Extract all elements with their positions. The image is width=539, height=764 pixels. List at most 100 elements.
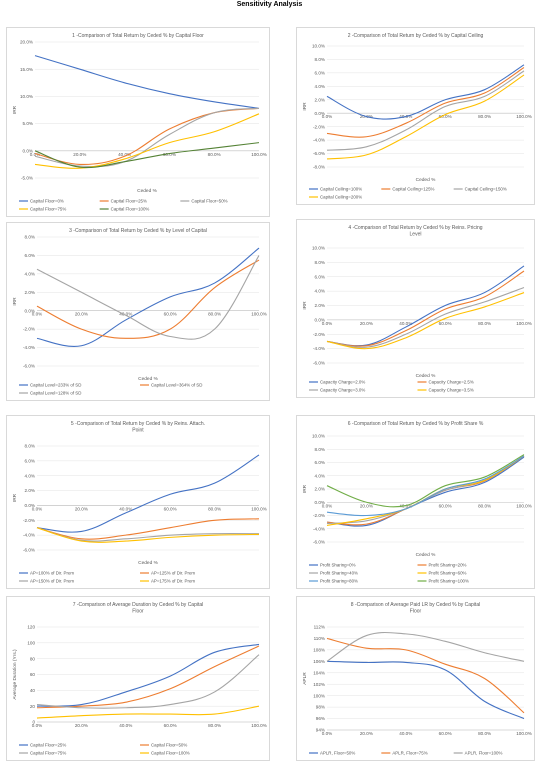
x-tick-label: 20.0% (75, 506, 88, 511)
y-tick-label: 8.0% (315, 57, 325, 62)
legend-label: Capital Level=364% of SD (151, 383, 202, 388)
y-tick-label: 8.0% (25, 444, 35, 449)
x-tick-label: 80.0% (208, 152, 221, 157)
y-axis-title: IRR (12, 493, 18, 502)
y-tick-label: -6.0% (313, 151, 325, 156)
x-axis-title: Ceded % (416, 373, 436, 379)
legend-label: Capital Level=128% of SD (30, 391, 81, 396)
x-tick-label: 60.0% (439, 114, 452, 119)
legend-label: Capacity Charge=2.0% (320, 380, 365, 385)
y-tick-label: -8.0% (313, 165, 325, 170)
y-tick-label: -6.0% (23, 548, 35, 553)
series-line (326, 70, 525, 151)
legend-label: Capital Floor=75% (30, 207, 66, 212)
y-tick-label: -6.0% (313, 361, 325, 366)
y-tick-label: 6.0% (25, 458, 35, 463)
x-axis-title: Ceded % (416, 177, 436, 183)
legend-label: Profit Sharing=60% (429, 571, 467, 576)
y-tick-label: 80 (30, 656, 36, 661)
legend-label: Capital Ceiling=100% (320, 187, 362, 192)
legend-label: Capacity Charge=3.0% (320, 388, 365, 393)
y-tick-label: 10.0% (20, 94, 33, 99)
y-tick-label: 4.0% (25, 271, 35, 276)
y-tick-label: 4.0% (25, 473, 35, 478)
y-tick-label: -2.0% (313, 124, 325, 129)
series-line (326, 270, 525, 347)
x-tick-label: 40.0% (399, 731, 412, 736)
series-line (36, 247, 260, 347)
x-tick-label: 100.0% (251, 152, 267, 157)
y-tick-label: 2.0% (25, 290, 35, 295)
x-tick-label: 100.0% (516, 731, 532, 736)
y-tick-label: 4.0% (315, 289, 325, 294)
y-tick-label: 0.0% (315, 317, 325, 322)
chart-svg-8: 8 -Comparison of Average Paid LR by Cede… (302, 602, 532, 756)
x-tick-label: 0.0% (322, 503, 332, 508)
y-axis-title: IRR (12, 297, 18, 306)
legend-label: AP=100% of Dir. Prem (30, 571, 74, 576)
x-tick-label: 40.0% (119, 312, 132, 317)
y-tick-label: -2.0% (313, 332, 325, 337)
y-tick-label: 60 (30, 672, 36, 677)
series-line (36, 255, 260, 340)
y-tick-label: 100% (313, 693, 325, 698)
chart-title-line: 8 -Comparison of Average Paid LR by Cede… (351, 602, 480, 608)
y-tick-label: 120 (27, 625, 35, 630)
y-tick-label: 110% (314, 636, 325, 641)
x-tick-label: 0.0% (32, 506, 42, 511)
y-tick-label: 15.0% (20, 67, 33, 72)
y-tick-label: -2.0% (23, 327, 35, 332)
legend-label: Profit Sharing=100% (429, 579, 469, 584)
x-tick-label: 100.0% (516, 114, 532, 119)
y-axis-title: IRR (12, 105, 18, 114)
y-tick-label: 8.0% (315, 260, 325, 265)
legend-label: Capital Level=233% of SD (30, 383, 81, 388)
x-tick-label: 40.0% (119, 506, 132, 511)
chart-title-line: 1 -Comparison of Total Return by Ceded %… (72, 33, 204, 39)
x-tick-label: 60.0% (164, 506, 177, 511)
series-line (326, 74, 525, 160)
y-tick-label: 6.0% (315, 70, 325, 75)
series-line (326, 265, 525, 347)
legend-label: Capacity Charge=3.5% (429, 388, 474, 393)
chart-title-line: Level (410, 232, 422, 238)
y-tick-label: 8.0% (315, 447, 325, 452)
y-tick-label: -4.0% (313, 346, 325, 351)
x-axis-title: Ceded % (137, 188, 157, 194)
chart-title-line: 6 -Comparison of Total Return by Ceded %… (348, 421, 484, 427)
x-tick-label: 80.0% (208, 723, 221, 728)
y-tick-label: 100 (27, 640, 35, 645)
chart-panel-8: 8 -Comparison of Average Paid LR by Cede… (296, 596, 535, 761)
chart-title-line: Floor (410, 609, 422, 615)
x-tick-label: 0.0% (30, 152, 40, 157)
page-title: Sensitivity Analysis (236, 1, 303, 8)
legend-label: AP=175% of Dir. Prem (151, 579, 195, 584)
chart-panel-7: 7 -Comparison of Average Duration by Ced… (6, 596, 270, 761)
y-axis-title: IRR (302, 102, 308, 111)
y-tick-label: 0.0% (315, 111, 325, 116)
chart-title-line: 4 -Comparison of Total Return by Ceded %… (348, 225, 482, 231)
series-line (36, 259, 260, 339)
series-line (326, 64, 525, 120)
x-axis-title: Ceded % (138, 560, 158, 566)
series-line (326, 660, 525, 720)
y-tick-label: 5.0% (23, 121, 33, 126)
legend-label: Profit Sharing=0% (320, 563, 356, 568)
chart-svg-3: 3 -Comparison of Total Return by Ceded %… (12, 228, 267, 396)
legend-label: Capital Floor=50% (151, 743, 187, 748)
x-tick-label: 60.0% (163, 152, 176, 157)
y-tick-label: 8.0% (25, 235, 35, 240)
y-tick-label: 6.0% (25, 253, 35, 258)
y-tick-label: 102% (313, 682, 325, 687)
y-tick-label: 10.0% (312, 246, 325, 251)
y-tick-label: 0.0% (25, 503, 35, 508)
y-axis-title: APLR (302, 672, 308, 685)
x-tick-label: 60.0% (164, 312, 177, 317)
y-tick-label: 98% (316, 705, 325, 710)
y-tick-label: 6.0% (315, 274, 325, 279)
series-line (326, 454, 525, 508)
legend-label: Capital Floor=100% (151, 751, 190, 756)
y-tick-label: 94% (316, 728, 325, 733)
x-tick-label: 20.0% (360, 503, 373, 508)
x-tick-label: 80.0% (478, 114, 491, 119)
